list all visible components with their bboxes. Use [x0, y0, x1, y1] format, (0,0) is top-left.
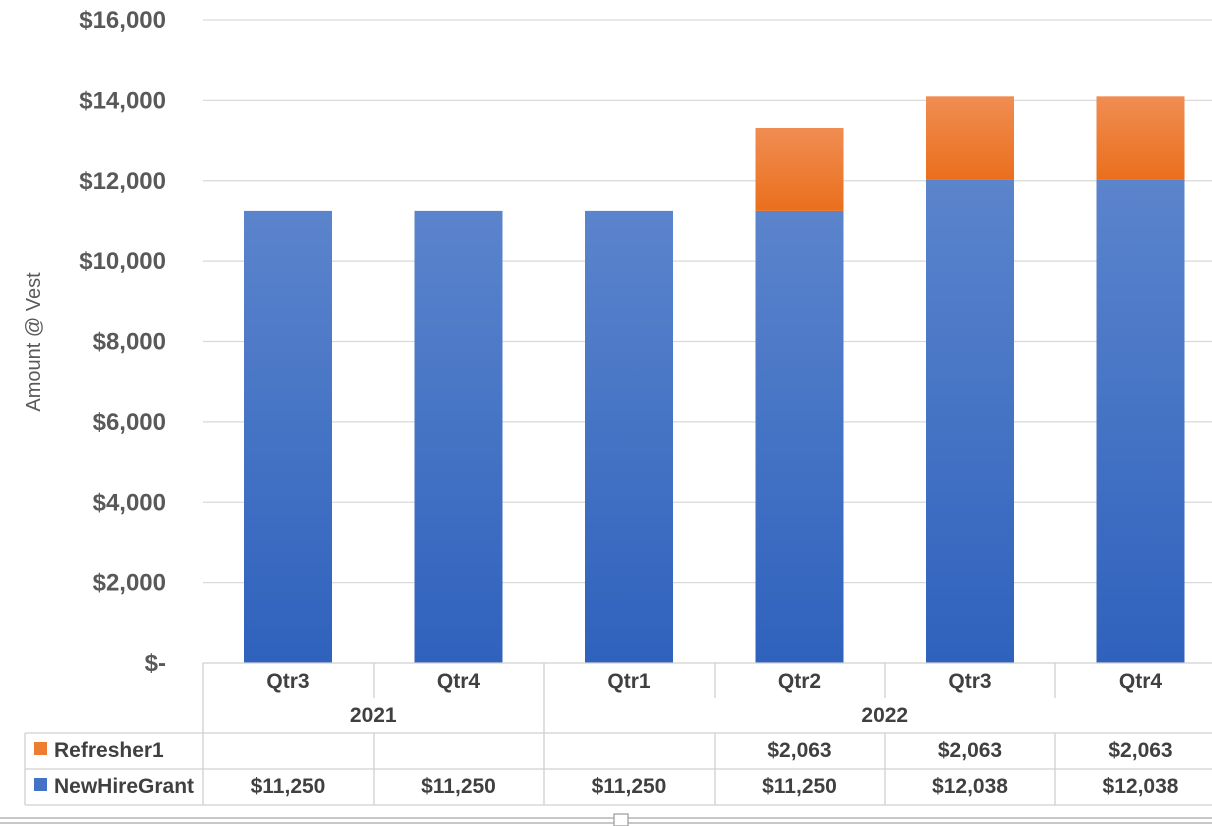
bar-refresher1 [755, 127, 844, 211]
y-axis-ticks: $- $2,000 $4,000 $6,000 $8,000 $10,000 $12,000… [79, 7, 166, 677]
scroll-handle[interactable] [613, 813, 629, 826]
data-table-value: $2,063 [1108, 739, 1172, 762]
data-table-value: $11,250 [592, 775, 667, 798]
data-table-value: $11,250 [251, 775, 326, 798]
bar-newhiregrant [244, 210, 332, 663]
bars [244, 96, 1185, 663]
x-tick-label: Qtr2 [778, 670, 821, 693]
data-table-value: $11,250 [421, 775, 496, 798]
y-tick-label: $6,000 [93, 409, 166, 436]
x-group-label: 2022 [861, 704, 908, 727]
legend-key-newhiregrant [34, 778, 47, 791]
y-axis-label: Amount @ Vest [23, 272, 45, 412]
bar-newhiregrant [585, 210, 673, 663]
y-tick-label: $16,000 [79, 7, 166, 34]
legend-label: NewHireGrant [54, 775, 194, 798]
bar-newhiregrant [414, 210, 503, 663]
y-tick-label: $10,000 [79, 248, 166, 275]
y-tick-label: $8,000 [93, 329, 166, 356]
bar-newhiregrant [1096, 179, 1185, 663]
y-tick-label: $12,000 [79, 168, 166, 195]
x-tick-label: Qtr3 [266, 670, 309, 693]
data-table-value: $12,038 [932, 775, 1008, 798]
legend-label: Refresher1 [54, 739, 164, 762]
y-tick-label: $- [145, 650, 166, 677]
legend-key-refresher1 [34, 742, 47, 755]
x-tick-label: Qtr3 [948, 670, 991, 693]
x-tick-label: Qtr1 [607, 670, 651, 693]
y-tick-label: $14,000 [79, 87, 166, 114]
x-group-label: 2021 [350, 704, 397, 727]
data-table-value: $12,038 [1103, 775, 1179, 798]
y-tick-label: $4,000 [93, 489, 166, 516]
data-table-value: $11,250 [762, 775, 837, 798]
bar-newhiregrant [926, 179, 1014, 663]
bar-refresher1 [1096, 96, 1185, 180]
y-tick-label: $2,000 [93, 570, 166, 597]
bottom-scrollbar[interactable] [0, 813, 1212, 826]
bar-newhiregrant [755, 210, 844, 663]
x-tick-label: Qtr4 [1119, 670, 1163, 693]
data-table-value: $2,063 [938, 739, 1002, 762]
data-table: Qtr3 Qtr4 Qtr1 Qtr2 Qtr3 Qtr4 2021 2022 Refreshe… [24, 662, 1212, 806]
data-table-value: $2,063 [767, 739, 831, 762]
x-tick-label: Qtr4 [437, 670, 481, 693]
bar-refresher1 [926, 96, 1014, 180]
gridlines [203, 19, 1212, 584]
